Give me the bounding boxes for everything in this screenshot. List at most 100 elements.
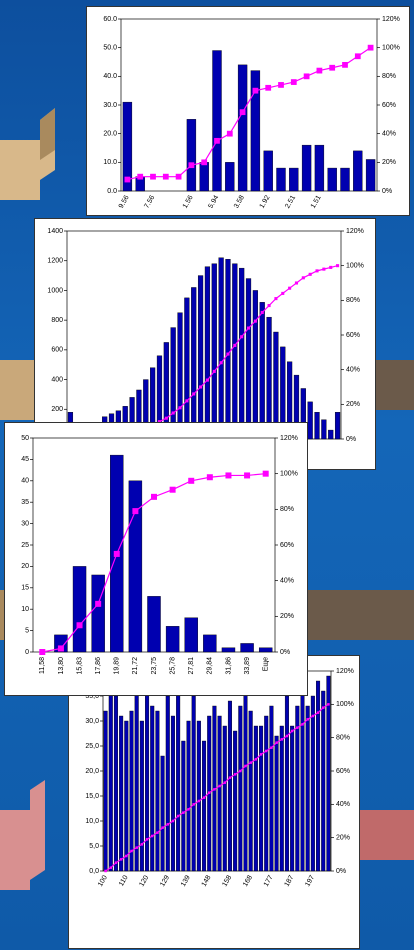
y-tick-label: 0,0 xyxy=(89,868,99,875)
x-tick-label: 23,75 xyxy=(151,657,158,675)
line-marker xyxy=(109,866,113,869)
x-tick-label: 1.51 xyxy=(310,194,323,209)
y2-tick-label: 60% xyxy=(346,332,360,339)
y-tick-label: 25,0 xyxy=(85,743,99,750)
x-tick-label: 100 xyxy=(97,874,109,888)
line-marker xyxy=(125,854,128,858)
bar xyxy=(243,685,248,872)
bar xyxy=(252,290,258,440)
line-marker xyxy=(150,173,156,180)
line-marker xyxy=(294,281,299,285)
line-marker xyxy=(150,834,154,838)
x-tick-label: 187 xyxy=(284,874,296,888)
y2-tick-label: 20% xyxy=(336,835,350,842)
bar xyxy=(222,725,227,872)
x-tick-label: 17,86 xyxy=(95,657,102,675)
line-marker xyxy=(76,622,83,629)
line-marker xyxy=(39,649,46,655)
line-marker xyxy=(145,838,149,841)
bar xyxy=(269,705,274,872)
bar xyxy=(279,725,284,872)
y2-tick-label: 0% xyxy=(336,868,346,875)
x-tick-label: 15,83 xyxy=(76,657,83,675)
line-marker xyxy=(315,269,319,273)
bar xyxy=(310,695,315,872)
x-tick-label: 110 xyxy=(118,874,130,887)
line-marker xyxy=(223,781,227,784)
line-marker xyxy=(124,176,131,183)
bar xyxy=(238,705,243,872)
line-marker xyxy=(166,823,170,826)
y-tick-label: 20.0 xyxy=(103,131,117,138)
y-tick-label: 200 xyxy=(51,406,63,413)
bar xyxy=(240,643,254,653)
line-marker xyxy=(213,788,216,791)
line-marker xyxy=(278,82,284,88)
bar xyxy=(225,162,235,192)
x-tick-label: 21,72 xyxy=(132,657,139,675)
line-marker xyxy=(262,470,269,477)
line-marker xyxy=(308,272,312,276)
line-marker xyxy=(185,399,189,403)
y-tick-label: 20,0 xyxy=(85,768,99,775)
line-marker xyxy=(290,79,297,85)
line-marker xyxy=(259,753,263,756)
line-marker xyxy=(225,472,232,479)
line-marker xyxy=(301,276,305,280)
bar xyxy=(276,167,286,192)
bar xyxy=(321,419,327,440)
bar xyxy=(328,429,334,440)
bar xyxy=(253,725,258,872)
bar xyxy=(176,690,181,872)
line-marker xyxy=(267,303,271,308)
bar xyxy=(327,167,337,192)
bar xyxy=(170,715,175,872)
x-tick-label: 11,58 xyxy=(39,657,46,674)
line-marker xyxy=(329,64,336,71)
line-marker xyxy=(187,808,190,811)
line-marker xyxy=(274,297,278,301)
y-tick-label: 600 xyxy=(51,347,63,354)
y-tick-label: 10.0 xyxy=(103,159,117,166)
bar xyxy=(203,634,217,653)
plot-frame xyxy=(120,18,378,192)
line-marker xyxy=(281,291,285,295)
line-marker xyxy=(182,811,185,814)
bar xyxy=(233,730,238,872)
y-tick-label: 15,0 xyxy=(85,793,99,800)
x-tick-label: 29,84 xyxy=(207,657,214,675)
line-marker xyxy=(130,849,133,853)
line-marker xyxy=(207,791,211,794)
x-tick-label: 158 xyxy=(221,874,233,888)
arrow-side xyxy=(40,108,55,160)
y-tick-label: 20 xyxy=(21,563,29,570)
bar xyxy=(314,412,320,440)
line-marker xyxy=(95,600,102,607)
line-marker xyxy=(205,378,209,382)
line-marker xyxy=(218,784,221,788)
arrow-left xyxy=(0,780,45,890)
y2-tick-label: 40% xyxy=(382,131,396,138)
bar xyxy=(128,480,143,653)
line-marker xyxy=(246,326,251,330)
line-marker xyxy=(260,310,264,315)
bar xyxy=(284,695,289,872)
bar xyxy=(199,162,209,192)
y2-tick-label: 0% xyxy=(382,188,392,195)
x-tick-label: 129 xyxy=(159,874,171,888)
y-tick-label: 30 xyxy=(21,520,29,527)
y2-tick-label: 60% xyxy=(336,768,350,775)
line-marker xyxy=(239,769,242,773)
bar xyxy=(227,700,232,872)
line-marker xyxy=(354,53,361,60)
line-marker xyxy=(265,84,272,91)
plot-frame xyxy=(66,230,342,440)
x-tick-label: 7.56 xyxy=(143,194,156,209)
bar xyxy=(113,695,118,872)
line-marker xyxy=(137,173,144,180)
cumulative-line xyxy=(105,703,329,872)
y-tick-label: 40 xyxy=(21,478,29,485)
y-tick-label: 30.0 xyxy=(103,102,117,109)
bar xyxy=(147,596,161,653)
